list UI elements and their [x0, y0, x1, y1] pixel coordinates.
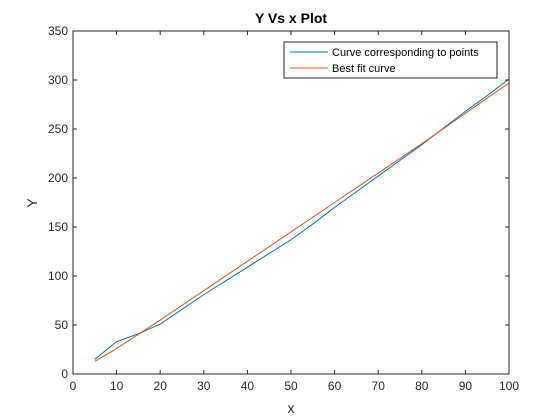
y-tick-label: 200	[48, 171, 68, 185]
ticks-layer: 0 10 20 30 40 50 60 70 80 90 100 0 50 100 150 200 250 300…	[48, 24, 519, 393]
x-tick-label: 40	[241, 379, 255, 393]
y-tick-label: 300	[48, 73, 68, 87]
series-layer	[94, 78, 510, 362]
x-tick-label: 60	[328, 379, 342, 393]
y-tick-label: 50	[55, 318, 69, 332]
legend-label-best-fit: Best fit curve	[332, 63, 396, 75]
x-tick-label: 90	[459, 379, 473, 393]
y-tick-label: 100	[48, 269, 68, 283]
x-tick-label: 80	[415, 379, 429, 393]
y-tick-label: 0	[61, 367, 68, 381]
plot-area	[73, 31, 509, 374]
x-tick-label: 50	[284, 379, 298, 393]
series-line-best-fit	[94, 82, 510, 362]
legend-box	[283, 41, 498, 79]
x-tick-label: 70	[372, 379, 386, 393]
x-tick-label: 30	[197, 379, 211, 393]
x-tick-label: 10	[110, 379, 124, 393]
x-tick-label: 0	[70, 379, 77, 393]
legend: Curve corresponding to points Best fit c…	[283, 41, 498, 79]
y-tick-label: 350	[48, 24, 68, 38]
x-tick-label: 100	[499, 379, 519, 393]
legend-label-curve-points: Curve corresponding to points	[332, 47, 479, 59]
x-tick-label: 20	[154, 379, 168, 393]
y-tick-label: 150	[48, 220, 68, 234]
y-axis-label: Y	[24, 198, 40, 208]
x-axis-label: x	[288, 400, 295, 416]
chart-title: Y Vs x Plot	[255, 10, 327, 26]
y-tick-label: 250	[48, 122, 68, 136]
